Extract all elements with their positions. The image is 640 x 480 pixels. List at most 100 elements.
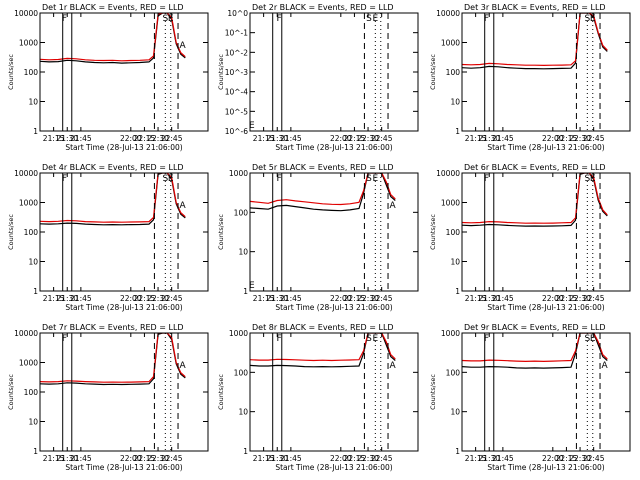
x-tick-label: 22:45	[161, 134, 183, 143]
y-axis-label: Counts/sec	[7, 214, 15, 250]
series-line-events	[250, 333, 396, 368]
series-line-lld	[462, 333, 608, 363]
x-tick-label: 22:15	[344, 134, 366, 143]
x-tick-label: 21:30	[56, 134, 78, 143]
y-tick-label: 10^-4	[225, 88, 249, 97]
event-marker-label: S	[366, 174, 372, 184]
event-marker-label: A	[601, 361, 608, 371]
event-marker-label: S	[584, 334, 590, 344]
x-axis-label: Start Time (28-Jul-13 21:06:00)	[487, 303, 604, 312]
x-axis-label: Start Time (28-Jul-13 21:06:00)	[65, 463, 182, 472]
x-tick-label: 22:30	[569, 454, 591, 463]
y-axis-label: Counts/sec	[7, 374, 15, 410]
series-line-lld	[462, 173, 608, 224]
x-tick-label: 22:30	[147, 134, 169, 143]
y-tick-label: 10^-3	[225, 68, 249, 77]
y-tick-label: 1	[243, 447, 248, 456]
y-tick-label: 1000	[229, 169, 248, 178]
event-marker-label: F	[276, 334, 281, 344]
y-tick-label: 10	[238, 248, 248, 257]
x-tick-label: 22:15	[134, 294, 156, 303]
x-tick-label: 21:15	[465, 294, 487, 303]
plot-frame	[249, 332, 419, 452]
x-tick-label: 21:30	[478, 454, 500, 463]
x-tick-label: 21:45	[70, 454, 92, 463]
y-tick-label: 10	[450, 98, 460, 107]
x-tick-label: 22:15	[134, 134, 156, 143]
y-tick-label: 1	[33, 447, 38, 456]
series-line-events	[40, 333, 186, 386]
event-marker-label: E	[372, 174, 378, 184]
event-marker-label: F	[484, 334, 489, 344]
series-line-lld	[250, 173, 396, 206]
event-marker-label: A	[389, 201, 396, 211]
x-tick-label: 21:45	[492, 134, 514, 143]
y-tick-label: 1	[455, 447, 460, 456]
series-line-events	[40, 13, 186, 64]
event-marker-label: E	[168, 14, 174, 24]
x-tick-label: 21:30	[266, 294, 288, 303]
y-tick-label: 10000	[14, 169, 38, 178]
x-tick-label: 22:00	[120, 134, 142, 143]
y-tick-label: 1000	[229, 329, 248, 338]
event-marker-label: S	[162, 14, 168, 24]
y-tick-label: 1	[33, 127, 38, 136]
y-tick-label: 100	[446, 368, 461, 377]
plot-frame	[39, 12, 209, 132]
series-line-lld	[40, 173, 186, 223]
plot-frame	[461, 12, 631, 132]
event-marker-label: S	[584, 174, 590, 184]
x-tick-label: 22:00	[542, 294, 564, 303]
event-marker-label: E	[590, 334, 596, 344]
event-marker-label: E	[590, 14, 596, 24]
x-tick-label: 22:45	[161, 294, 183, 303]
y-tick-label: 1000	[441, 39, 460, 48]
panel-title: Det 2r BLACK = Events, RED = LLD	[252, 3, 394, 12]
x-axis-label: Start Time (28-Jul-13 21:06:00)	[65, 303, 182, 312]
event-marker-label: A	[179, 361, 186, 371]
y-tick-label: 10	[28, 258, 38, 267]
x-tick-label: 22:15	[344, 294, 366, 303]
x-axis-label: Start Time (28-Jul-13 21:06:00)	[487, 463, 604, 472]
event-marker-label: F	[484, 174, 489, 184]
x-tick-label: 21:30	[56, 294, 78, 303]
x-tick-label: 22:15	[556, 294, 578, 303]
plot-frame	[249, 12, 419, 132]
series-line-events	[462, 333, 608, 369]
y-tick-label: 1	[455, 127, 460, 136]
panel-title: Det 6r BLACK = Events, RED = LLD	[464, 163, 606, 172]
panel-title: Det 3r BLACK = Events, RED = LLD	[464, 3, 606, 12]
event-marker-label: A	[179, 201, 186, 211]
y-tick-label: 1000	[441, 329, 460, 338]
y-tick-label: 10^0	[227, 9, 248, 18]
x-tick-label: 21:30	[56, 454, 78, 463]
y-tick-label: 1	[455, 287, 460, 296]
x-tick-label: 22:45	[583, 454, 605, 463]
y-tick-label: 100	[24, 68, 39, 77]
y-tick-label: 10000	[14, 329, 38, 338]
plot-frame	[249, 172, 419, 292]
x-tick-label: 22:45	[371, 454, 393, 463]
event-marker-label: S	[366, 14, 372, 24]
x-tick-label: 21:45	[492, 454, 514, 463]
series-line-events	[40, 173, 186, 226]
series-line-lld	[250, 333, 396, 362]
y-tick-label: 10000	[436, 9, 460, 18]
x-tick-label: 22:30	[569, 134, 591, 143]
event-marker-label: F	[276, 174, 281, 184]
y-tick-label: 100	[446, 68, 461, 77]
y-axis-label: Counts/sec	[217, 374, 225, 410]
plot-frame	[461, 332, 631, 452]
x-tick-label: 22:15	[556, 454, 578, 463]
x-tick-label: 21:15	[465, 454, 487, 463]
x-tick-label: 22:15	[134, 454, 156, 463]
event-marker-label: E	[168, 174, 174, 184]
plot-frame	[39, 332, 209, 452]
x-tick-label: 21:30	[266, 134, 288, 143]
x-tick-label: 21:15	[253, 294, 275, 303]
x-tick-label: 21:15	[43, 134, 65, 143]
